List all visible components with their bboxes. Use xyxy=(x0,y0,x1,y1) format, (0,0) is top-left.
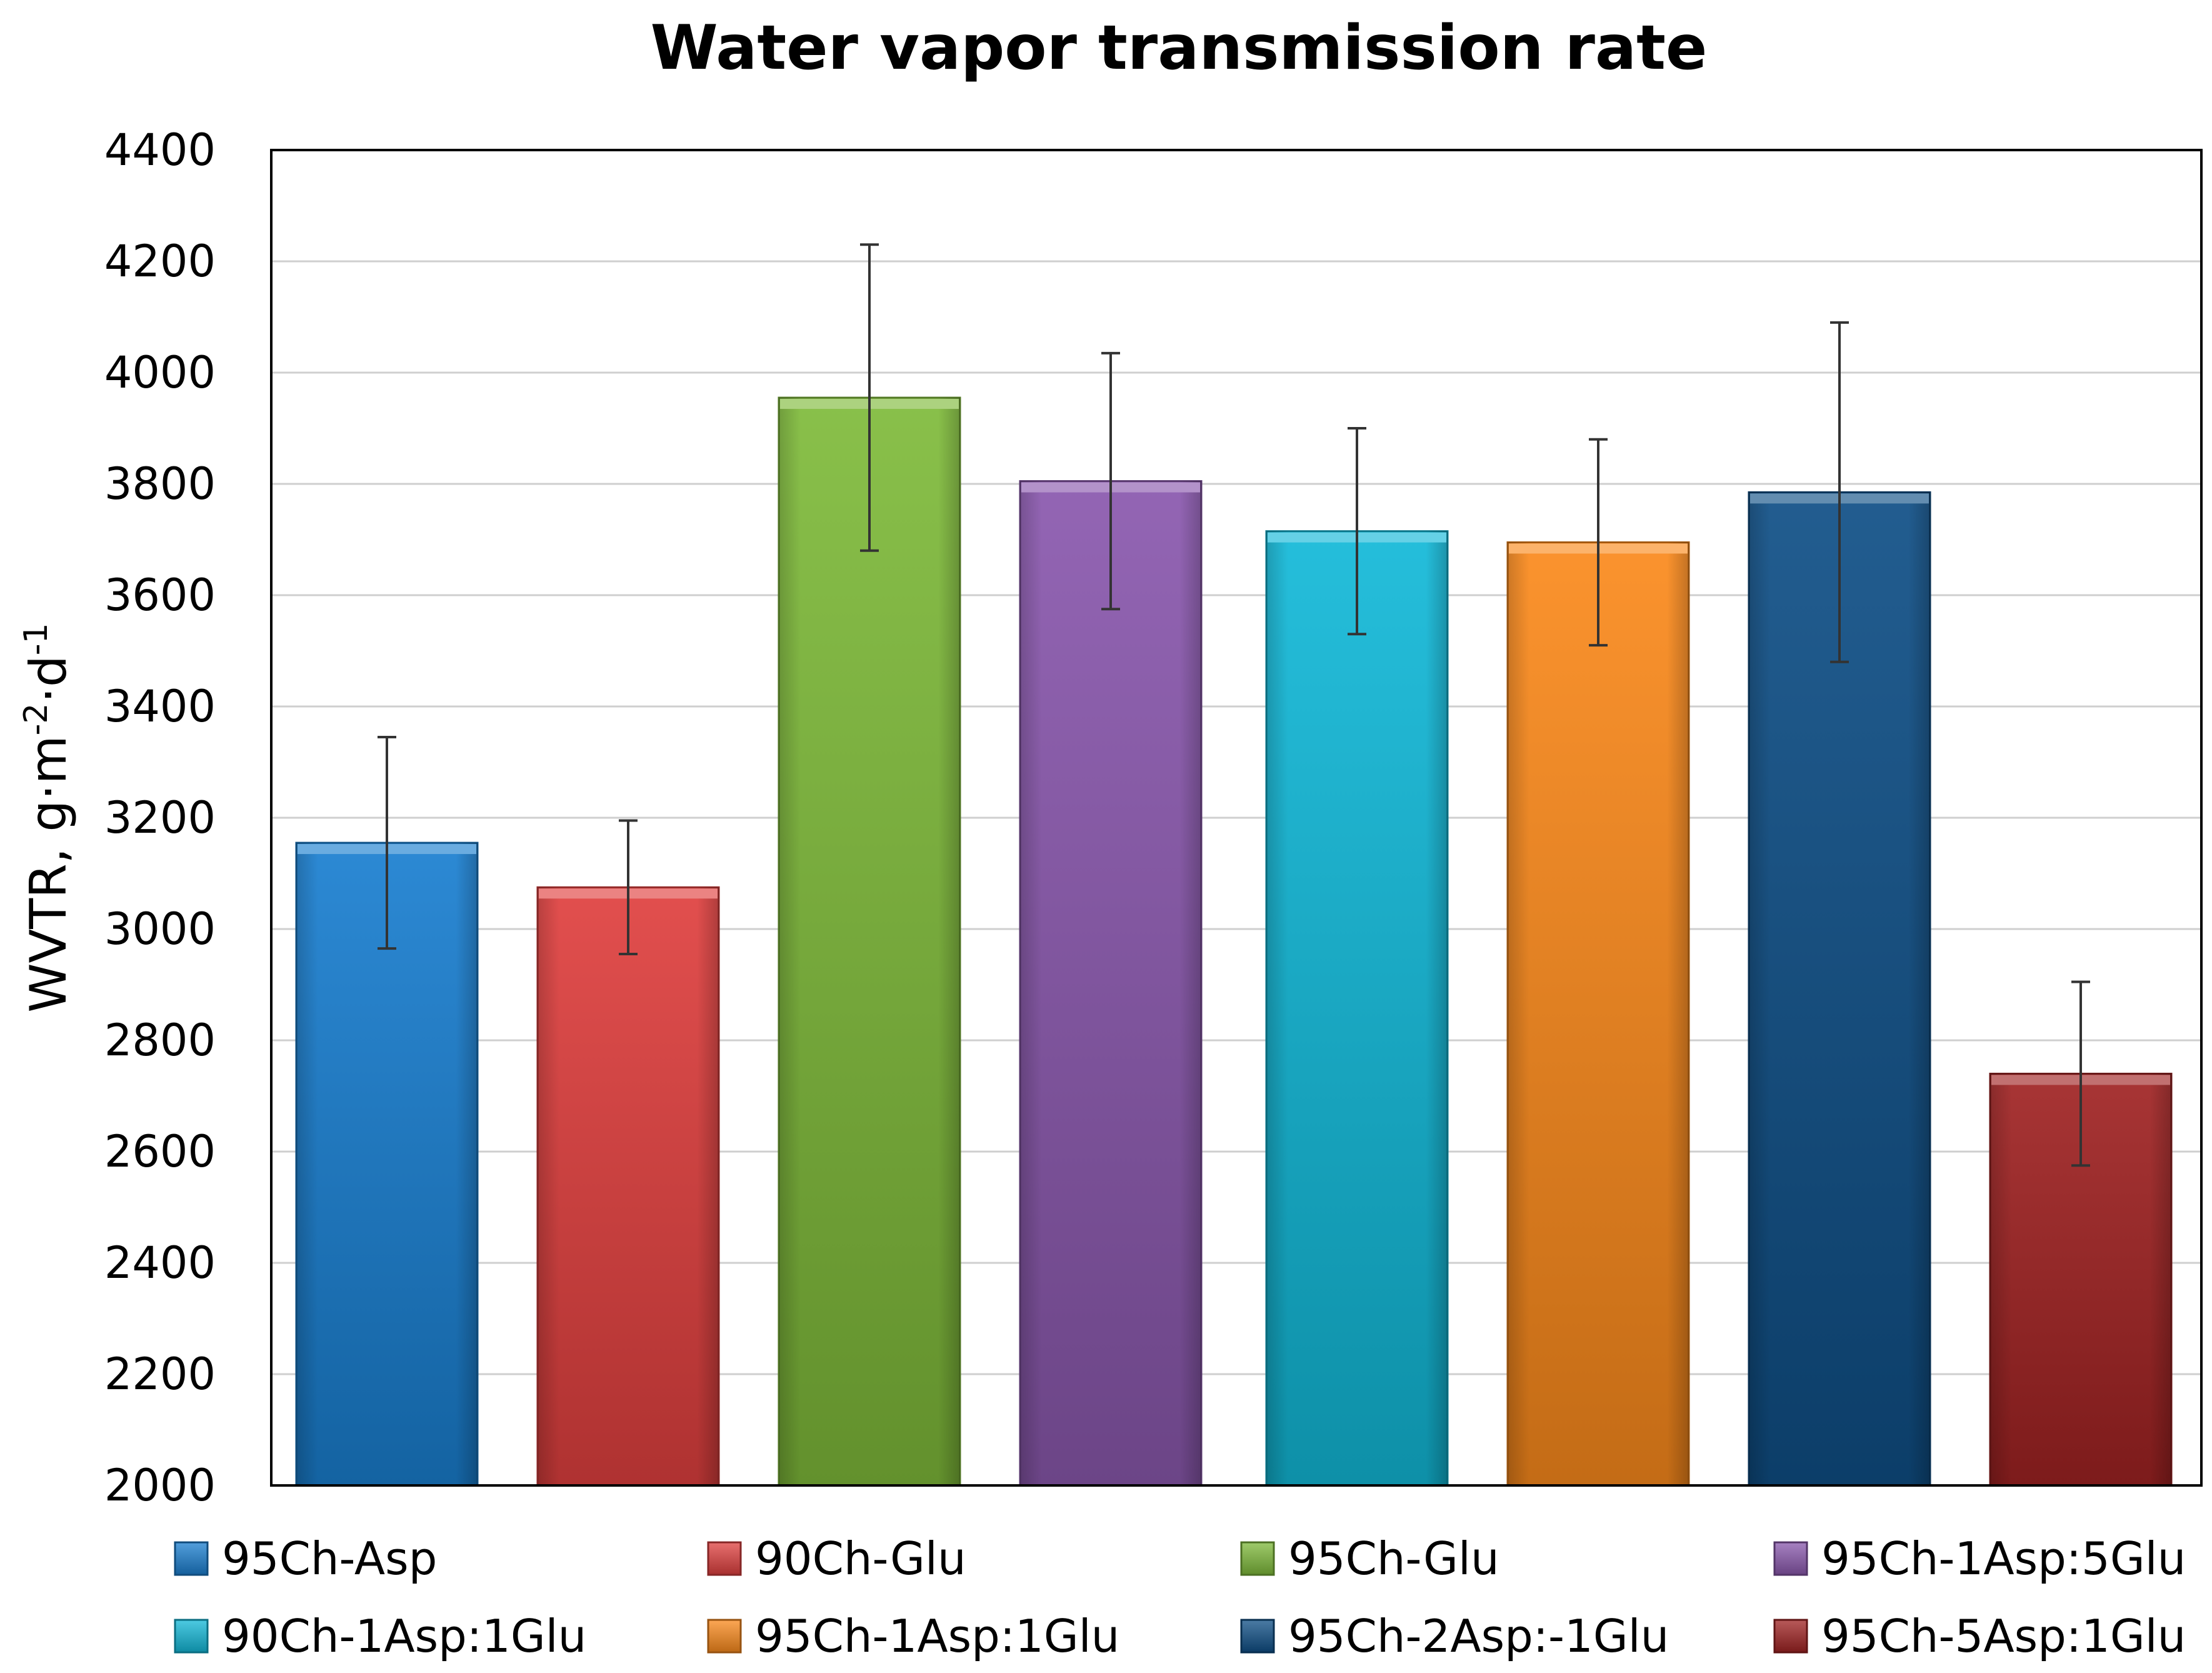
y-axis-label-main: WVTR, g·m xyxy=(19,735,78,1012)
legend-item: 90Ch-Glu xyxy=(707,1532,966,1585)
y-tick-label: 4200 xyxy=(104,236,216,287)
legend-swatch xyxy=(1240,1619,1275,1654)
chart-title: Water vapor transmission rate xyxy=(651,13,1708,84)
y-axis-ticks: 2000 2200 2400 2600 2800 3000 3200 3400 3600 3800… xyxy=(104,124,216,1511)
legend-item: 90Ch-1Asp:1Glu xyxy=(174,1610,586,1662)
legend-swatch xyxy=(1240,1541,1275,1576)
y-tick-label: 3000 xyxy=(104,903,216,955)
legend-label: 95Ch-Asp xyxy=(222,1532,437,1585)
y-axis-label-mid: ·d xyxy=(19,655,78,703)
y-axis-label-sup2: -1 xyxy=(18,623,55,655)
legend-item: 95Ch-Glu xyxy=(1240,1532,1499,1585)
y-tick-label: 2000 xyxy=(104,1460,216,1511)
legend-item: 95Ch-1Asp:5Glu xyxy=(1773,1532,2186,1585)
legend: 95Ch-Asp 90Ch-Glu 95Ch-Glu 95Ch-1Asp:5Glu 90… xyxy=(174,1532,2186,1662)
legend-label: 95Ch-2Asp:-1Glu xyxy=(1288,1610,1669,1662)
bar-shade xyxy=(779,398,960,1485)
legend-label: 90Ch-Glu xyxy=(755,1532,966,1585)
legend-label: 95Ch-1Asp:1Glu xyxy=(755,1610,1119,1662)
y-axis-label: WVTR, g·m-2·d-1 xyxy=(18,623,78,1012)
legend-swatch xyxy=(707,1541,742,1576)
y-tick-label: 4400 xyxy=(104,124,216,176)
y-tick-label: 2400 xyxy=(104,1237,216,1289)
y-tick-label: 3600 xyxy=(104,570,216,621)
legend-swatch xyxy=(1773,1619,1808,1654)
plot-area-border xyxy=(270,149,2203,1487)
bar-shade xyxy=(1508,542,1689,1486)
y-axis-label-sup1: -2 xyxy=(18,703,55,735)
legend-item: 95Ch-1Asp:1Glu xyxy=(707,1610,1119,1662)
bar-shade xyxy=(1020,481,1201,1485)
legend-item: 95Ch-Asp xyxy=(174,1532,437,1585)
legend-item: 95Ch-2Asp:-1Glu xyxy=(1240,1610,1669,1662)
legend-swatch xyxy=(1773,1541,1808,1576)
y-tick-label: 3800 xyxy=(104,458,216,510)
y-tick-label: 3400 xyxy=(104,681,216,732)
legend-swatch xyxy=(174,1541,209,1576)
error-bars xyxy=(378,243,2090,1167)
legend-item: 95Ch-5Asp:1Glu xyxy=(1773,1610,2186,1662)
bar-shade xyxy=(296,843,478,1485)
legend-label: 95Ch-5Asp:1Glu xyxy=(1821,1610,2186,1662)
legend-swatch xyxy=(174,1619,209,1654)
legend-label: 95Ch-Glu xyxy=(1288,1532,1499,1585)
y-tick-label: 3200 xyxy=(104,792,216,843)
y-tick-label: 4000 xyxy=(104,347,216,398)
legend-swatch xyxy=(707,1619,742,1654)
legend-label: 90Ch-1Asp:1Glu xyxy=(222,1610,586,1662)
bars xyxy=(295,396,2173,1487)
y-tick-label: 2800 xyxy=(104,1015,216,1066)
bar-shade xyxy=(538,887,719,1485)
y-tick-label: 2200 xyxy=(104,1349,216,1400)
legend-label: 95Ch-1Asp:5Glu xyxy=(1821,1532,2186,1585)
y-tick-label: 2600 xyxy=(104,1126,216,1177)
bar-shade xyxy=(1266,531,1448,1485)
